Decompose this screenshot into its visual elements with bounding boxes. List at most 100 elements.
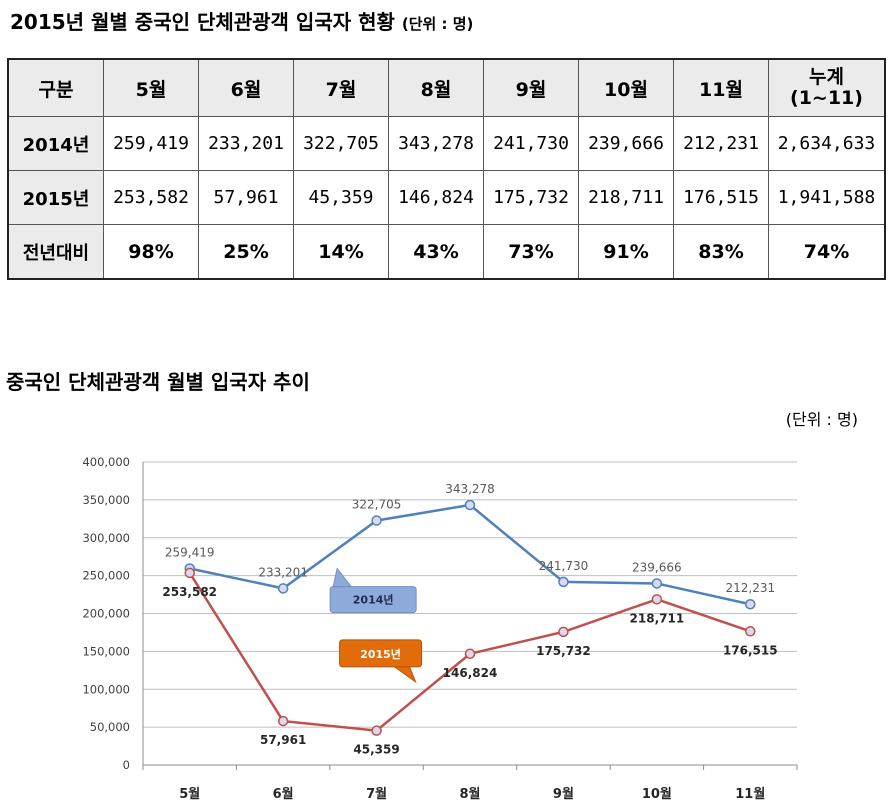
y-tick-label: 50,000 (90, 720, 130, 734)
data-point (371, 515, 382, 526)
col-header: 10월 (578, 58, 674, 117)
data-point (184, 567, 195, 579)
stats-table: 구분 5월 6월 7월 8월 9월 10월 11월 누계 (1~11) 2014년… (7, 58, 886, 280)
callout-box (329, 586, 417, 614)
y-tick-label: 150,000 (82, 644, 130, 658)
table-cell: 343,278 (388, 116, 484, 171)
data-point (745, 598, 756, 610)
table-cell: 43% (388, 224, 484, 280)
row-header: 2014년 (7, 116, 104, 171)
table-cell: 218,711 (578, 170, 674, 225)
y-tick-label: 250,000 (82, 569, 130, 583)
data-point (277, 583, 289, 594)
col-header: 5월 (103, 58, 199, 117)
row-header: 2015년 (7, 170, 104, 225)
table-cell: 25% (198, 224, 294, 280)
data-point (558, 576, 569, 588)
col-header: 8월 (388, 58, 484, 117)
data-point (651, 594, 663, 605)
data-label: 253,582 (162, 585, 217, 599)
x-tick-label: 11월 (735, 786, 765, 802)
table-cell: 233,201 (198, 116, 294, 171)
table-cell: 239,666 (578, 116, 674, 171)
callout-label: 2014년 (353, 593, 394, 607)
table-cell: 2,634,633 (768, 116, 886, 171)
table-cell: 57,961 (198, 170, 294, 225)
series-line-1 (189, 503, 751, 606)
data-label: 239,666 (632, 560, 682, 574)
table-cell: 83% (673, 224, 769, 280)
table-cell: 14% (293, 224, 389, 280)
col-header: 9월 (483, 58, 579, 117)
data-label: 212,231 (725, 581, 775, 595)
data-label: 241,730 (539, 559, 589, 573)
page-title: 2015년 월별 중국인 단체관광객 입국자 현황 (단위 : 명) (10, 6, 473, 35)
data-label: 322,705 (352, 498, 402, 512)
line-chart: 0 50,000 100,000 150,000 200,000 250,000 300,0… (82, 455, 798, 802)
data-label: 233,201 (258, 565, 308, 579)
table-row: 전년대비 98% 25% 14% 43% 73% 91% 83% 74% (7, 224, 886, 280)
x-tick-label: 5월 (179, 786, 200, 802)
col-header: 7월 (293, 58, 389, 117)
table-cell: 73% (483, 224, 579, 280)
table-cell: 1,941,588 (768, 170, 886, 225)
table-cell: 91% (578, 224, 674, 280)
title-unit: (단위 : 명) (401, 15, 474, 33)
col-header: 6월 (198, 58, 294, 117)
data-label: 57,961 (260, 733, 306, 747)
x-tick-label: 8월 (459, 786, 480, 802)
data-point (371, 725, 382, 736)
data-point (558, 626, 569, 638)
table-row: 2015년 253,582 57,961 45,359 146,824 175,… (7, 170, 886, 225)
table-cell: 45,359 (293, 170, 389, 225)
chart-title: 중국인 단체관광객 월별 입국자 추이 (6, 370, 310, 394)
data-point (651, 578, 663, 589)
table-cell: 176,515 (673, 170, 769, 225)
table-cell: 241,730 (483, 116, 579, 171)
col-header-cumulative: 누계 (1~11) (768, 58, 886, 117)
data-point (745, 626, 756, 637)
y-tick-label: 300,000 (82, 531, 130, 545)
cum-line1: 누계 (809, 66, 844, 88)
x-tick-label: 9월 (553, 786, 574, 802)
cum-line2: (1~11) (790, 87, 863, 109)
chart-unit: (단위 : 명) (785, 410, 858, 429)
y-tick-label: 400,000 (82, 455, 130, 469)
y-tick-label: 200,000 (82, 607, 130, 621)
table-cell: 322,705 (293, 116, 389, 171)
title-text: 2015년 월별 중국인 단체관광객 입국자 현황 (10, 10, 395, 34)
table-cell: 146,824 (388, 170, 484, 225)
callout-pointer (332, 567, 353, 588)
col-header: 11월 (673, 58, 769, 117)
data-label: 175,732 (536, 644, 591, 658)
y-tick-label: 350,000 (82, 493, 130, 507)
table-cell: 212,231 (673, 116, 769, 171)
data-label: 45,359 (353, 743, 399, 757)
data-label: 146,824 (443, 666, 498, 680)
table-header-row: 구분 5월 6월 7월 8월 9월 10월 11월 누계 (1~11) (7, 58, 886, 117)
row-header: 전년대비 (7, 224, 104, 280)
data-point (464, 499, 476, 511)
data-point (464, 648, 476, 660)
table-cell: 74% (768, 224, 886, 280)
callout-2015: 2015년 (339, 639, 423, 684)
x-tick-label: 10월 (642, 786, 672, 802)
table-row: 2014년 259,419 233,201 322,705 343,278 24… (7, 116, 886, 171)
data-label: 176,515 (723, 643, 778, 657)
callout-pointer (393, 666, 417, 684)
data-point (277, 715, 289, 727)
y-tick-label: 0 (123, 758, 130, 772)
table-cell: 253,582 (103, 170, 199, 225)
table-cell: 98% (103, 224, 199, 280)
callout-box (339, 639, 423, 668)
callout-label: 2015년 (360, 647, 401, 661)
y-tick-label: 100,000 (82, 682, 130, 696)
table-cell: 259,419 (103, 116, 199, 171)
data-label: 343,278 (445, 482, 495, 496)
callout-2014: 2014년 (329, 567, 417, 614)
table-corner: 구분 (7, 58, 104, 117)
data-label: 259,419 (165, 545, 215, 559)
x-tick-label: 7월 (366, 786, 387, 802)
x-tick-label: 6월 (273, 786, 294, 802)
table-cell: 175,732 (483, 170, 579, 225)
